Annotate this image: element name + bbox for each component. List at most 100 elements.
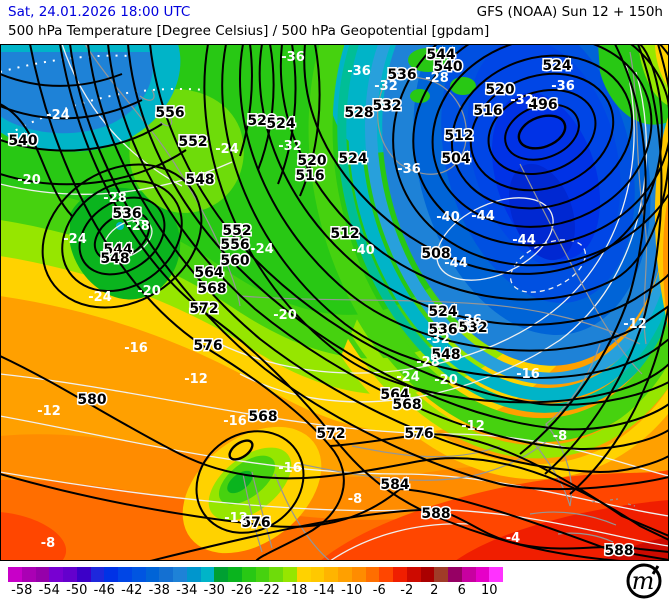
temperature-label: -12 — [224, 511, 248, 526]
colorbar-segment — [49, 567, 63, 582]
colorbar-tick-label: -38 — [148, 583, 170, 598]
colorbar-segment — [489, 567, 503, 582]
geopotential-label: 588 — [604, 543, 633, 559]
geopotential-label: 540 — [433, 59, 462, 75]
temperature-label: -20 — [137, 284, 161, 299]
geopotential-label: 544 — [103, 242, 132, 258]
temperature-label: -28 — [103, 191, 127, 206]
temperature-label: -16 — [223, 414, 247, 429]
geopotential-label: 532 — [372, 98, 401, 114]
temperature-label: -20 — [17, 173, 41, 188]
geopotential-label: 552 — [178, 134, 207, 150]
geopotential-label: 584 — [380, 477, 409, 493]
colorbar-segment — [393, 567, 407, 582]
colorbar-segment — [21, 567, 36, 582]
temperature-label: -36 — [397, 162, 421, 177]
temperature-label: -12 — [37, 404, 61, 419]
geopotential-label: 536 — [428, 322, 457, 338]
temperature-label: -16 — [278, 461, 302, 476]
temperature-label: -36 — [281, 50, 305, 65]
temperature-label: -4 — [506, 531, 520, 546]
temperature-label: -40 — [351, 243, 375, 258]
colorbar-segment — [379, 567, 393, 582]
temperature-label: -12 — [623, 317, 647, 332]
temperature-label: -20 — [434, 373, 458, 388]
geopotential-label: 556 — [155, 105, 184, 121]
colorbar-segment — [434, 567, 448, 582]
temperature-label: -24 — [396, 370, 420, 385]
colorbar-tick-label: -22 — [258, 583, 280, 598]
geopotential-label: 576 — [404, 426, 433, 442]
logo-circle — [626, 563, 662, 599]
geopotential-label: 520 — [247, 113, 276, 129]
colorbar-tick-label: -54 — [38, 583, 60, 598]
geopotential-label: 532 — [458, 320, 487, 336]
geopotential-label: 576 — [193, 338, 222, 354]
geopotential-label: 524 — [338, 151, 367, 167]
geopotential-label: 552 — [222, 223, 251, 239]
colorbar-segment — [365, 567, 380, 582]
geopotential-label: 524 — [542, 58, 571, 74]
temperature-label: -36 — [551, 79, 575, 94]
temperature-label: -8 — [41, 536, 55, 551]
colorbar-tick-labels: -58 -54 -50 -46 -42 -38 -34 -30 -26 -22 -18 -14 -10-… — [8, 583, 503, 599]
colorbar-segment — [255, 567, 270, 582]
colorbar-segment — [406, 567, 421, 582]
wetterzentrale-logo: m — [624, 561, 664, 600]
colorbar-segment — [104, 567, 118, 582]
colorbar-segment — [145, 567, 160, 582]
geopotential-label: 576 — [241, 515, 270, 531]
weather-map: 5405565525485205245205165365445485525565… — [0, 44, 669, 561]
colorbar-segment — [296, 567, 311, 582]
temperature-colorbar — [8, 567, 503, 582]
temperature-label: -28 — [126, 219, 150, 234]
temperature-label: -8 — [553, 429, 567, 444]
valid-datetime: Sat, 24.01.2026 18:00 UTC — [8, 4, 191, 20]
geopotential-label: 516 — [295, 168, 324, 184]
colorbar-tick-label: -46 — [93, 583, 115, 598]
colorbar-segment — [324, 567, 338, 582]
temperature-label: -16 — [516, 367, 540, 382]
logo-m-glyph: m — [632, 567, 655, 595]
colorbar-segment — [63, 567, 77, 582]
geopotential-label: 508 — [421, 246, 450, 262]
geopotential-label: 548 — [185, 172, 214, 188]
colorbar-tick-label: -58 — [11, 583, 33, 598]
geopotential-label: 496 — [528, 97, 557, 113]
geopotential-label: 568 — [392, 397, 421, 413]
colorbar-segment — [35, 567, 50, 582]
colorbar-segment — [90, 567, 105, 582]
geopotential-label: 568 — [248, 409, 277, 425]
geopotential-label: 548 — [431, 347, 460, 363]
temperature-label: -40 — [436, 210, 460, 225]
temperature-label: -20 — [273, 308, 297, 323]
geopotential-label: 512 — [330, 226, 359, 242]
geopotential-label: 556 — [220, 237, 249, 253]
geopotential-label: 504 — [441, 151, 470, 167]
temperature-label: -24 — [250, 242, 274, 257]
colorbar-segment — [173, 567, 187, 582]
geopotential-label: 572 — [316, 426, 345, 442]
temperature-label: -12 — [184, 372, 208, 387]
geopotential-label: 524 — [266, 116, 295, 132]
colorbar-segment — [420, 567, 435, 582]
temperature-label-layer: -24-36-32-20-28-28-24-24-24-20-24-36 -28-… — [17, 50, 647, 551]
temperature-label: -32 — [278, 139, 302, 154]
colorbar-segment — [310, 567, 325, 582]
colorbar-segment — [448, 567, 462, 582]
geopotential-label: 580 — [77, 392, 106, 408]
temperature-label: -24 — [63, 232, 87, 247]
temperature-label: -8 — [348, 492, 362, 507]
geopotential-label: 548 — [100, 251, 129, 267]
geopotential-label: 516 — [473, 103, 502, 119]
geopotential-label: 536 — [112, 206, 141, 222]
temperature-label: -44 — [512, 233, 536, 248]
colorbar-tick-label: -2 — [400, 583, 414, 598]
colorbar-tick-label: -18 — [286, 583, 308, 598]
colorbar-tick-label: -26 — [231, 583, 253, 598]
temperature-label: -24 — [88, 290, 112, 305]
colorbar-segment — [200, 567, 215, 582]
colorbar-segment — [351, 567, 366, 582]
colorbar-segment — [186, 567, 201, 582]
